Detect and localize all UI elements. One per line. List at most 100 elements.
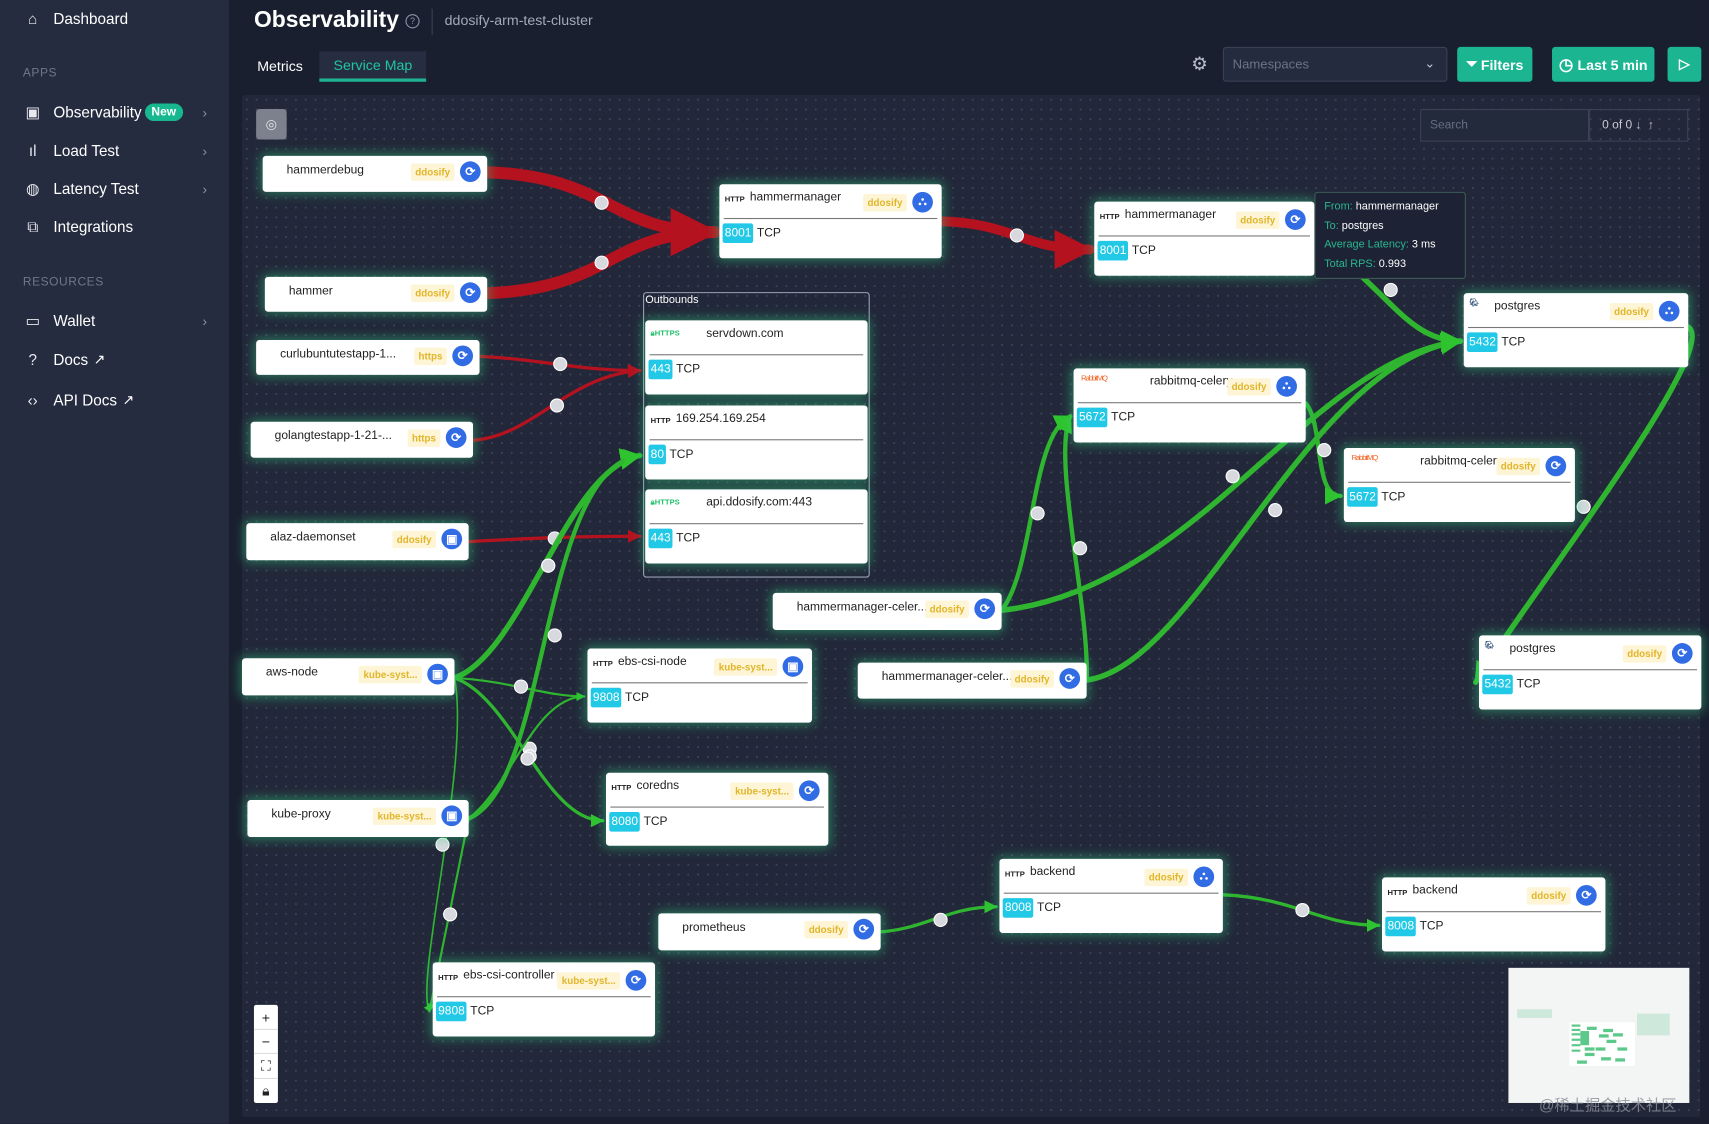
tooltip-from: hammermanager (1355, 200, 1439, 213)
sidebar-item-observability[interactable]: ▣ Observability New › (22, 99, 214, 125)
service-node[interactable]: 🐘︎ postgres ddosify ⛬ 5432 TCP (1463, 293, 1689, 368)
deployment-icon: ⟳ (445, 427, 467, 448)
service-node[interactable]: hammermanager-celer... ddosify ⟳ (857, 662, 1087, 699)
port-row: 9808 TCP (435, 1001, 494, 1022)
node-meta: ddosify ⟳ (1010, 668, 1081, 689)
service-node[interactable]: HTTP coredns kube-syst... ⟳ 8080 TCP (605, 772, 829, 846)
zoom-out-button[interactable]: − (253, 1029, 278, 1054)
external-link-icon: ↗ (122, 391, 135, 408)
service-icon: ⛬ (912, 191, 933, 213)
http-protocol-label: HTTP (592, 660, 613, 669)
service-node[interactable]: hammerdebug ddosify ⟳ (262, 155, 488, 192)
monitor-icon: ▣ (25, 102, 40, 121)
search-input[interactable] (1420, 108, 1590, 142)
service-node[interactable]: hammermanager-celer... ddosify ⟳ (772, 592, 1002, 630)
http-protocol-label: HTTP (1004, 870, 1025, 879)
sidebar-item-label: Load Test (53, 141, 120, 160)
node-name: rabbitmq-celery (1420, 454, 1503, 468)
namespace-badge: ddosify (1010, 669, 1054, 688)
sidebar-item-label: Dashboard (53, 9, 129, 28)
service-node[interactable]: golangtestapp-1-21-... https ⟳ (250, 421, 474, 458)
zoom-in-button[interactable]: + (253, 1005, 278, 1030)
service-node[interactable]: prometheus ddosify ⟳ (658, 913, 881, 951)
service-node[interactable]: 🔒︎HTTPS servdown.com 443 TCP (645, 320, 868, 395)
service-node[interactable]: HTTP 169.254.169.254 80 TCP (645, 405, 868, 480)
chevron-down-icon: ⌄ (1424, 55, 1436, 71)
node-name: kube-proxy (271, 807, 331, 821)
time-range-button[interactable]: ◷ Last 5 min (1552, 46, 1655, 82)
tab-metrics[interactable]: Metrics (257, 57, 303, 75)
service-node[interactable]: RabbitMQ rabbitmq-celery ddosify ⟳ 5672 TCP (1343, 447, 1575, 523)
lock-button[interactable]: 🔒︎ (254, 1079, 278, 1103)
transport-label: TCP (625, 690, 650, 705)
node-meta: kube-syst... ▣ (373, 805, 463, 827)
node-name: hammermanager-celer... (796, 600, 928, 614)
sidebar-item-integrations[interactable]: ⧉ Integrations (22, 214, 214, 240)
service-node[interactable]: HTTP hammermanager ddosify ⛬ 8001 TCP (719, 184, 942, 259)
namespace-badge: ddosify (1496, 457, 1541, 475)
namespace-badge: ddosify (1526, 886, 1571, 905)
filters-button[interactable]: ⏷ Filters (1457, 46, 1533, 82)
service-node[interactable]: HTTP hammermanager ddosify ⟳ 8001 TCP (1094, 201, 1315, 276)
port-badge: 443 (648, 359, 673, 380)
service-node[interactable]: 🐘︎ postgres ddosify ⟳ 5432 TCP (1478, 635, 1702, 710)
node-name: hammermanager (1124, 208, 1217, 222)
sidebar-item-latency-test[interactable]: ◍ Latency Test › (22, 175, 214, 201)
service-node[interactable]: RabbitMQ rabbitmq-celery ddosify ⛬ 5672 TCP (1073, 368, 1306, 443)
service-node[interactable]: HTTP ebs-csi-node kube-syst... ▣ 9808 TCP (587, 648, 812, 723)
deployment-icon: ⟳ (974, 598, 996, 620)
http-protocol-label: HTTP (1387, 889, 1408, 897)
transport-label: TCP (1419, 919, 1444, 933)
sidebar-item-api-docs[interactable]: ‹› API Docs ↗ (22, 387, 214, 413)
deployment-icon: ⟳ (1059, 668, 1081, 689)
service-node[interactable]: kube-proxy kube-syst... ▣ (247, 799, 469, 838)
namespaces-select[interactable]: Namespaces ⌄ (1222, 46, 1448, 82)
wallet-icon: ▭ (25, 311, 40, 329)
node-name: ebs-csi-node (617, 655, 687, 669)
node-meta: ddosify ⛬ (1144, 866, 1215, 888)
service-node[interactable]: alaz-daemonset ddosify ▣ (246, 523, 469, 561)
transport-label: TCP (1037, 901, 1062, 915)
node-name: rabbitmq-celery (1149, 374, 1233, 389)
clock-icon: ◷ (1558, 55, 1574, 75)
play-button[interactable]: ▷ (1667, 46, 1702, 82)
node-meta: ddosify ⛬ (1609, 300, 1680, 322)
node-name: hammer (288, 284, 333, 298)
service-node[interactable]: HTTP ebs-csi-controller kube-syst... ⟳ 9808 T… (432, 962, 656, 1037)
port-badge: 8080 (609, 811, 641, 832)
help-icon[interactable]: ? (405, 14, 420, 29)
visibility-toggle-button[interactable]: ◎ (256, 108, 287, 140)
section-apps: APPS (22, 66, 58, 80)
gear-icon[interactable]: ⚙ (1191, 53, 1208, 75)
node-meta: ddosify ▣ (392, 528, 463, 550)
tab-service-map[interactable]: Service Map (319, 51, 427, 82)
sidebar-item-docs[interactable]: ? Docs ↗ (22, 347, 214, 373)
sidebar-item-wallet[interactable]: ▭ Wallet › (22, 307, 214, 333)
namespace-badge: ddosify (863, 193, 907, 211)
sidebar-item-load-test[interactable]: ıl Load Test › (22, 137, 214, 163)
port-row: 8001 TCP (722, 223, 781, 244)
node-name: aws-node (265, 665, 318, 680)
node-header: HTTP hammermanager ddosify ⟳ (1098, 202, 1311, 237)
service-node[interactable]: HTTP backend ddosify ⛬ 8008 TCP (999, 858, 1223, 933)
tooltip-rps: 0.993 (1378, 257, 1407, 270)
namespace-badge: kube-syst... (359, 665, 422, 683)
fit-view-button[interactable]: ⛶ (253, 1054, 278, 1080)
service-node[interactable]: aws-node kube-syst... ▣ (241, 658, 455, 696)
node-header: HTTP hammermanager ddosify ⛬ (723, 184, 938, 220)
service-node[interactable]: HTTP backend ddosify ⟳ 8008 TCP (1381, 877, 1606, 952)
node-header: RabbitMQ rabbitmq-celery ddosify ⛬ (1077, 368, 1302, 404)
service-node[interactable]: curlubuntutestapp-1... https ⟳ (256, 340, 480, 375)
namespace-badge: ddosify (1622, 644, 1667, 663)
service-node[interactable]: hammer ddosify ⟳ (264, 276, 488, 312)
sidebar-item-dashboard[interactable]: ⌂ Dashboard (22, 5, 214, 31)
service-node[interactable]: 🔒︎HTTPS api.ddosify.com:443 443 TCP (645, 489, 868, 564)
node-meta: ddosify ⛬ (1227, 376, 1297, 397)
namespace-badge: https (407, 428, 441, 447)
outbounds-title: Outbounds (645, 294, 699, 307)
arrow-up-icon[interactable]: ↑ (1647, 118, 1654, 132)
arrow-down-icon[interactable]: ↓ (1635, 118, 1642, 132)
minimap[interactable] (1508, 967, 1690, 1103)
namespace-badge: ddosify (1227, 377, 1271, 396)
port-row: 5432 TCP (1482, 674, 1541, 695)
